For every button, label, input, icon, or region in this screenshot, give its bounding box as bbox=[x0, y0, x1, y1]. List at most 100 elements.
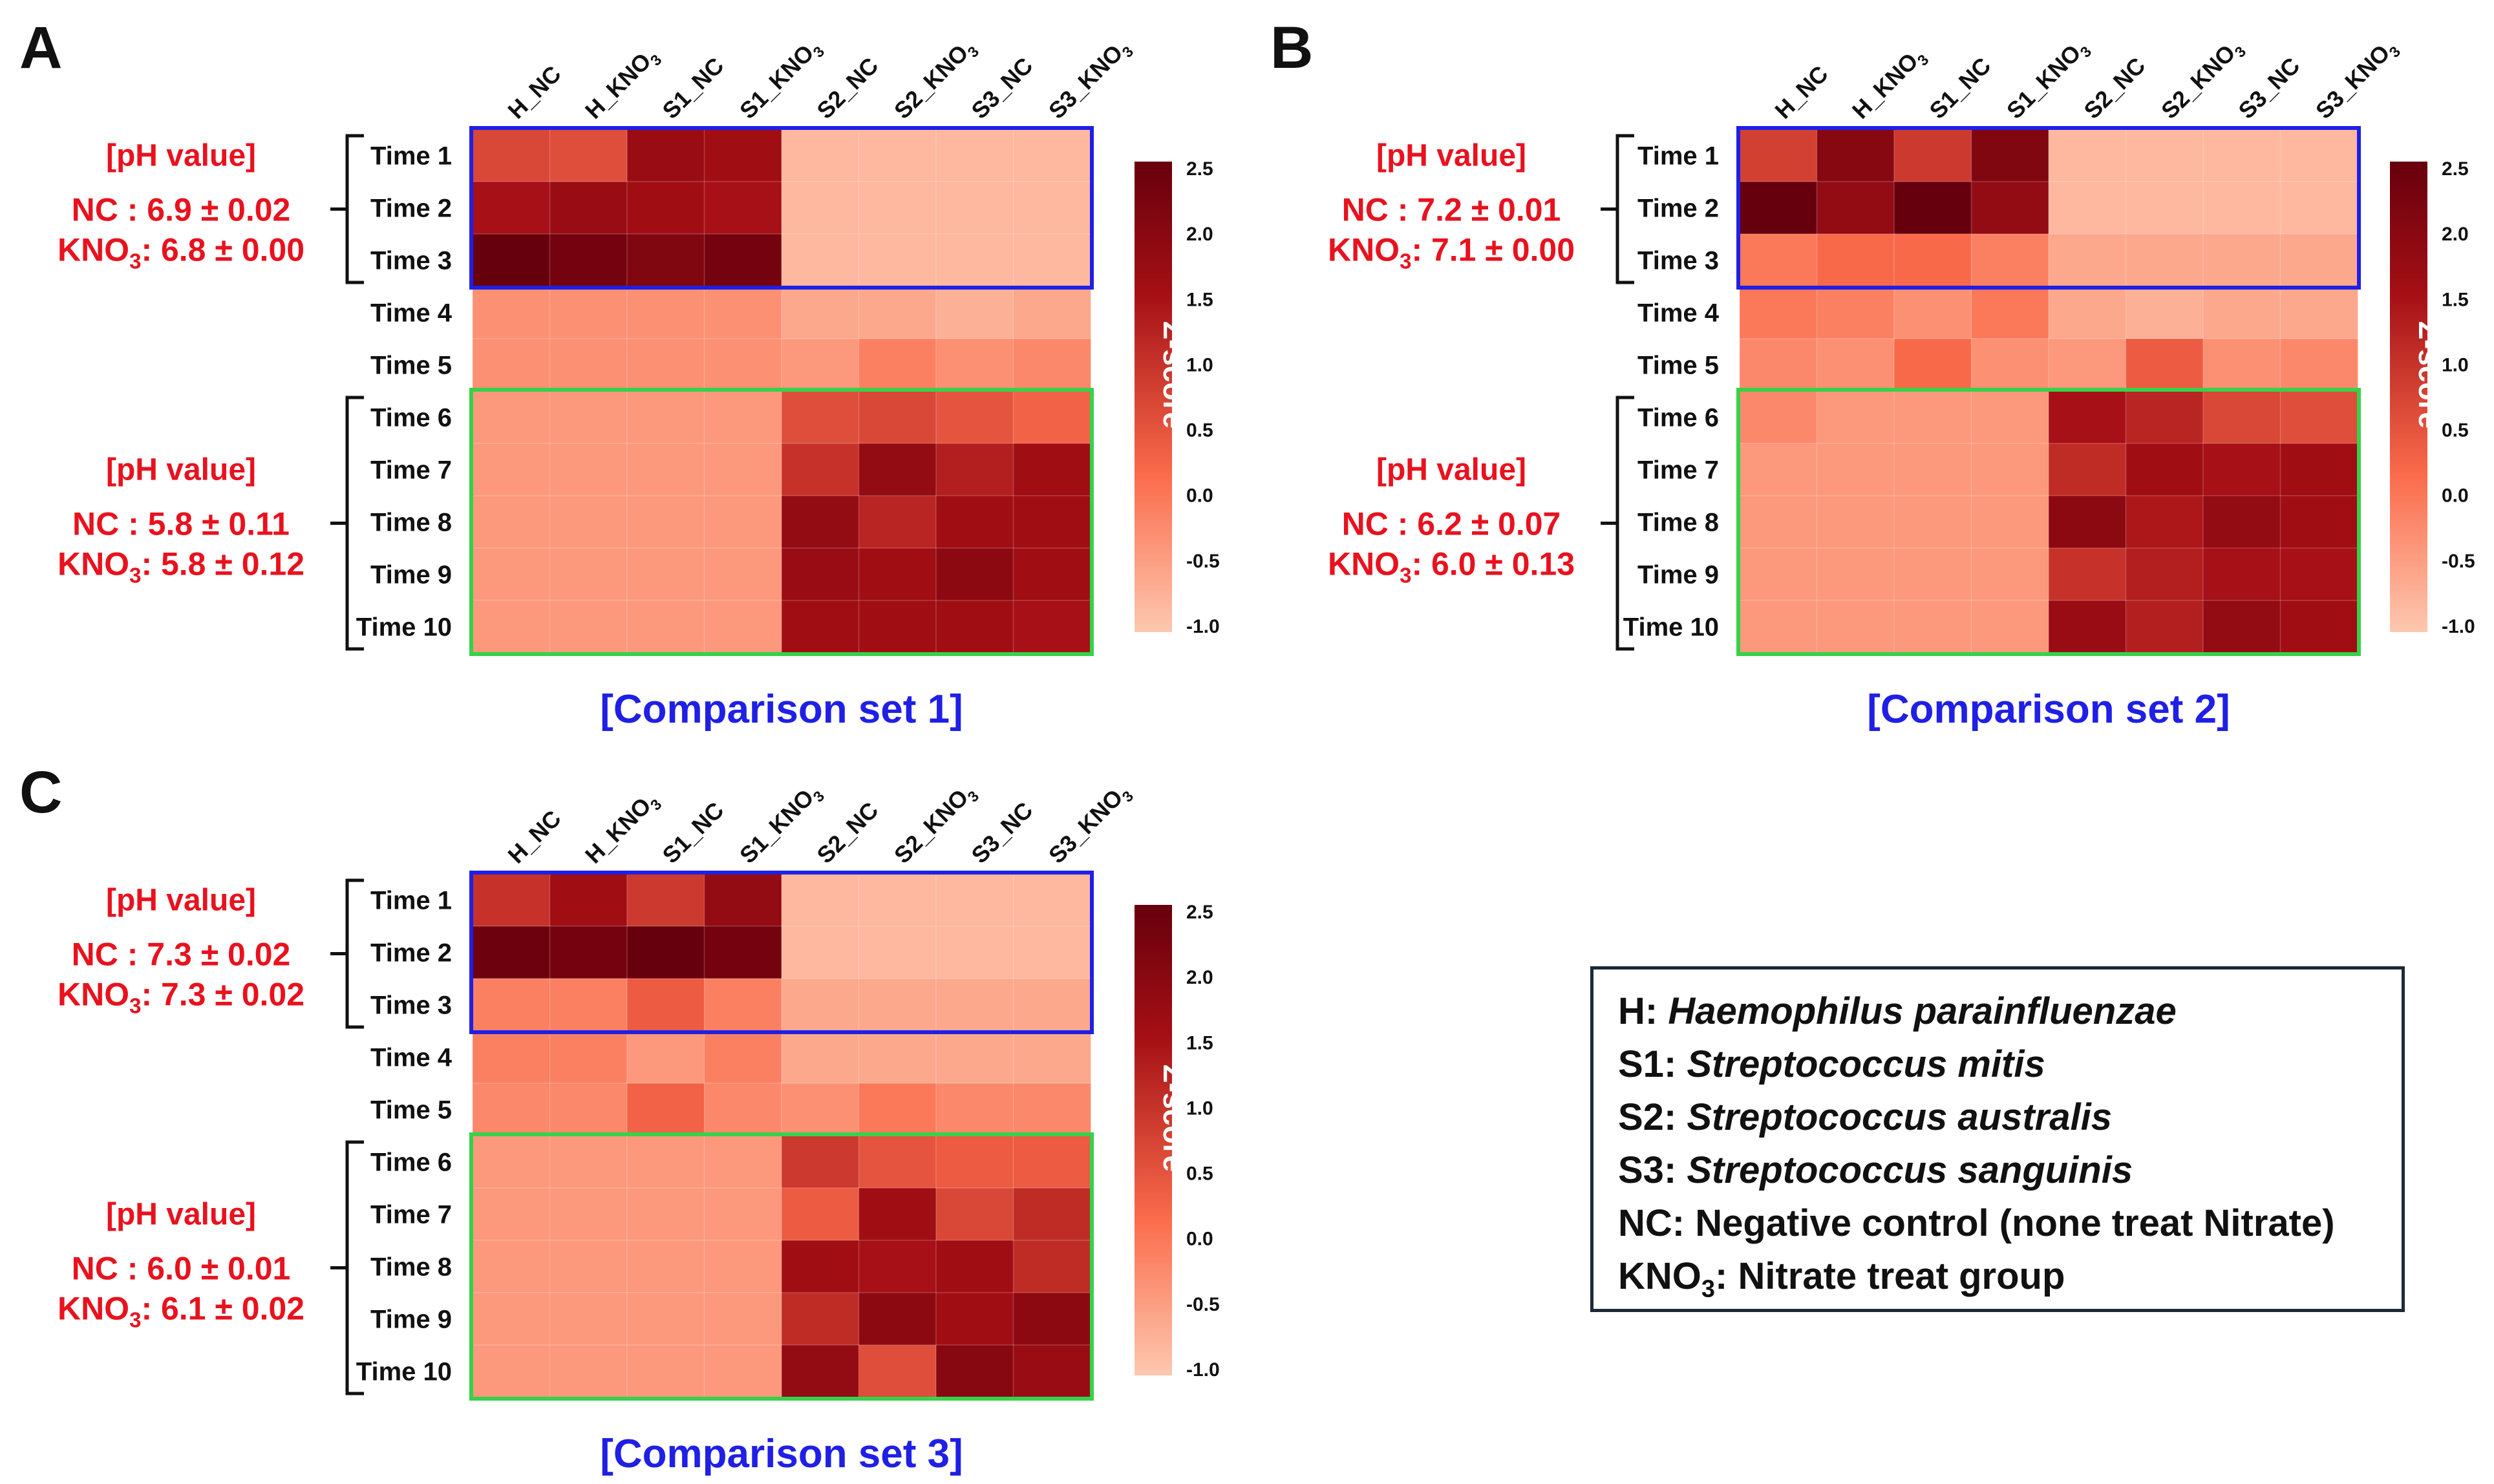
heatmap-cell bbox=[858, 873, 937, 928]
legend-item-s1: S1: Streptococcus mitis bbox=[1618, 1043, 2045, 1085]
column-label: S2_KNO3 bbox=[889, 34, 982, 127]
heatmap-cell bbox=[781, 926, 860, 980]
heatmap-cell bbox=[703, 495, 783, 549]
row-label: Time 2 bbox=[370, 939, 452, 968]
column-label: S3_KNO3 bbox=[2310, 34, 2403, 127]
row-label: Time 1 bbox=[370, 887, 452, 915]
heatmap-cell bbox=[549, 1344, 628, 1399]
ph-nc-value: NC : 6.2 ± 0.07 bbox=[1342, 506, 1561, 542]
colorbar: 2.5 2.0 1.5 1.0 0.5 0.0 -0.5 -1.0 Z-score bbox=[2390, 158, 2475, 637]
column-label: S1_NC bbox=[657, 797, 729, 869]
heatmap-cell bbox=[549, 1292, 628, 1346]
heatmap-cell bbox=[1012, 286, 1092, 340]
colorbar-label: Z-score bbox=[2413, 321, 2446, 429]
heatmap-cell bbox=[1739, 181, 1818, 235]
heatmap-cell bbox=[472, 233, 551, 288]
heatmap-cell bbox=[626, 129, 705, 183]
heatmap-cell bbox=[703, 1135, 783, 1189]
heatmap-cell bbox=[1012, 1344, 1092, 1399]
row-label: Time 7 bbox=[370, 456, 452, 485]
column-label: S3_KNO3 bbox=[1043, 778, 1136, 871]
heatmap-cell bbox=[858, 1187, 937, 1242]
heatmap-cell bbox=[858, 1344, 937, 1399]
heatmap-cell bbox=[1893, 547, 1972, 602]
heatmap-cell bbox=[549, 390, 628, 445]
heatmap-cell bbox=[1893, 600, 1972, 654]
heatmap-cell bbox=[549, 547, 628, 602]
row-label: Time 4 bbox=[370, 299, 453, 328]
heatmap-cell bbox=[935, 495, 1014, 549]
colorbar-tick-label: 2.5 bbox=[1186, 158, 1213, 180]
heatmap-cell bbox=[1816, 495, 1895, 549]
heatmap-cell bbox=[781, 443, 860, 497]
heatmap-cell bbox=[1739, 390, 1818, 445]
heatmap-cell bbox=[858, 1083, 937, 1137]
heatmap-cell bbox=[1012, 1187, 1092, 1242]
heatmap-cell bbox=[549, 338, 628, 392]
heatmap-cell bbox=[781, 978, 860, 1032]
heatmap-cell bbox=[2202, 390, 2281, 445]
colorbar-label: Z-score bbox=[1157, 321, 1191, 429]
heatmap-cell bbox=[1816, 338, 1895, 392]
heatmap-cell bbox=[549, 1240, 628, 1294]
row-label: Time 9 bbox=[370, 1306, 452, 1334]
heatmap-cell bbox=[1012, 978, 1092, 1032]
row-label: Time 8 bbox=[1637, 509, 1719, 537]
bracket-top bbox=[330, 878, 364, 1029]
heatmap-cell bbox=[935, 338, 1014, 392]
heatmap-cell bbox=[703, 390, 783, 445]
row-label: Time 10 bbox=[356, 1358, 452, 1386]
ph-annotation-bottom: [pH value] NC : 6.0 ± 0.01 KNO3: 6.1 ± 0.0… bbox=[58, 1198, 304, 1332]
heatmap-cell bbox=[781, 1240, 860, 1294]
heatmap-cell bbox=[472, 926, 551, 980]
heatmap-cell bbox=[626, 495, 705, 549]
heatmap-cell bbox=[472, 1187, 551, 1242]
heatmap-cell bbox=[703, 443, 783, 497]
colorbar-tick-label: 2.5 bbox=[2442, 158, 2469, 180]
bracket-bottom bbox=[330, 1140, 364, 1395]
heatmap-cell bbox=[626, 1187, 705, 1242]
row-label: Time 8 bbox=[370, 1253, 452, 1282]
ph-annotation-top: [pH value] NC : 7.3 ± 0.02 KNO3: 7.3 ± 0.0… bbox=[58, 884, 304, 1018]
heatmap-cell bbox=[858, 390, 937, 445]
heatmap-cell bbox=[1739, 129, 1818, 183]
heatmap-cell bbox=[781, 873, 860, 928]
heatmap-cell bbox=[935, 600, 1014, 654]
heatmap-cell bbox=[2048, 129, 2127, 183]
colorbar-tick-label: 0.0 bbox=[1186, 485, 1213, 507]
heatmap-cell bbox=[472, 1135, 551, 1189]
heatmap-cell bbox=[2279, 286, 2359, 340]
heatmap-cell bbox=[472, 978, 551, 1032]
heatmap-cell bbox=[1012, 1030, 1092, 1085]
heatmap-cell bbox=[781, 181, 860, 235]
heatmap-cell bbox=[703, 1240, 783, 1294]
heatmap-cell bbox=[2048, 600, 2127, 654]
heatmap-cell bbox=[781, 233, 860, 288]
column-label: H_KNO3 bbox=[580, 786, 665, 871]
heatmap-cell bbox=[472, 129, 551, 183]
heatmap-cell bbox=[935, 547, 1014, 602]
heatmap-cell bbox=[935, 1083, 1014, 1137]
colorbar-tick-label: -0.5 bbox=[1186, 551, 1220, 572]
heatmap-cell bbox=[2125, 495, 2204, 549]
colorbar-label: Z-score bbox=[1157, 1065, 1191, 1172]
heatmap-cell bbox=[1893, 338, 1972, 392]
heatmap-cell bbox=[858, 495, 937, 549]
heatmap-cell bbox=[1970, 286, 2050, 340]
column-label: S1_KNO3 bbox=[734, 34, 827, 127]
heatmap-cell bbox=[858, 286, 937, 340]
heatmap-cell bbox=[549, 443, 628, 497]
heatmap-cell bbox=[858, 926, 937, 980]
heatmap-cell bbox=[472, 443, 551, 497]
heatmap-cell bbox=[1816, 547, 1895, 602]
column-label: H_NC bbox=[502, 60, 566, 123]
heatmap-cell bbox=[472, 181, 551, 235]
heatmap-cell bbox=[1816, 390, 1895, 445]
heatmap-cell bbox=[2279, 495, 2359, 549]
heatmap-cell bbox=[626, 547, 705, 602]
heatmap-cell bbox=[703, 129, 783, 183]
heatmap-cell bbox=[1816, 129, 1895, 183]
legend-item-kno3: KNO3: Nitrate treat group bbox=[1618, 1255, 2065, 1303]
